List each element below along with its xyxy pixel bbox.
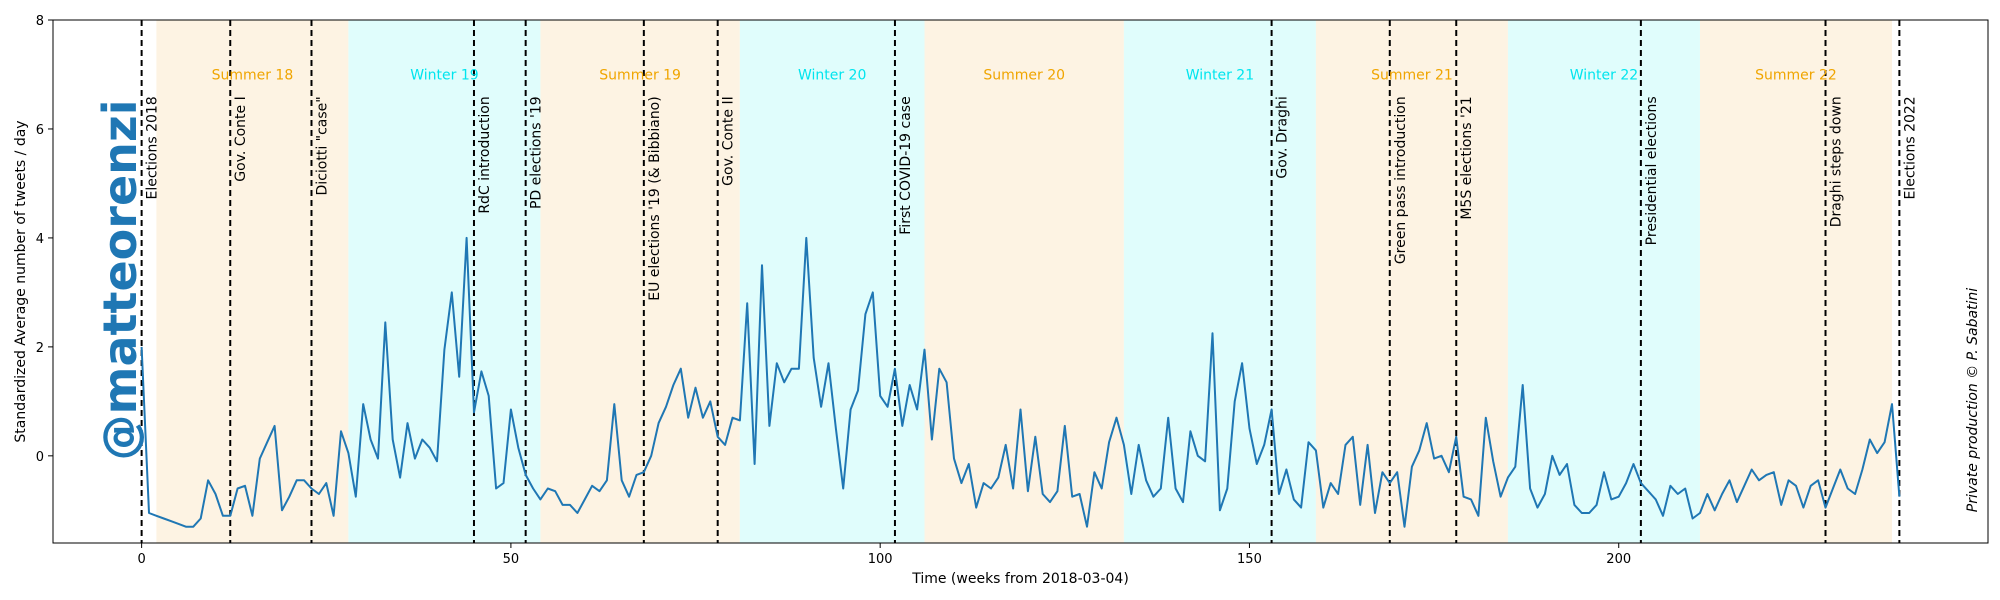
season-label: Winter 19 xyxy=(410,67,478,83)
season-band-6 xyxy=(1315,20,1508,543)
plot-frame xyxy=(52,19,1989,544)
event-label: Draghi steps down xyxy=(1829,96,1845,227)
event-label: Gov. Conte I xyxy=(233,96,249,181)
x-tick-label: 0 xyxy=(137,552,145,567)
event-label: PD elections '19 xyxy=(529,96,545,209)
x-axis-label: Time (weeks from 2018-03-04) xyxy=(911,571,1129,587)
season-label: Winter 22 xyxy=(1570,67,1638,83)
event-label: Gov. Draghi xyxy=(1275,96,1291,178)
series-lines xyxy=(140,236,1901,528)
watermark-handle: @matteorenzi xyxy=(93,100,147,461)
series-line-0 xyxy=(140,236,1901,528)
event-label: Presidential elections xyxy=(1644,96,1660,245)
event-label: Gov. Conte II xyxy=(721,96,737,186)
season-bands xyxy=(156,20,1892,543)
x-tick-label: 200 xyxy=(1606,552,1631,567)
event-label: EU elections '19 (& Bibbiano) xyxy=(647,96,663,301)
season-label: Summer 18 xyxy=(212,67,294,83)
y-axis-ticks: 0 2 4 6 8 xyxy=(36,14,53,465)
season-label: Summer 21 xyxy=(1371,67,1453,83)
y-tick-label: 6 xyxy=(36,123,44,138)
season-label: Winter 21 xyxy=(1186,67,1254,83)
season-band-3 xyxy=(739,20,925,543)
x-tick-label: 50 xyxy=(503,552,520,567)
season-label: Summer 22 xyxy=(1755,67,1837,83)
event-label: M5S elections '21 xyxy=(1459,96,1475,219)
x-axis-ticks: 0 50 100 150 200 xyxy=(137,543,1631,567)
x-tick-label: 100 xyxy=(868,552,893,567)
season-band-5 xyxy=(1123,20,1316,543)
event-labels: Elections 2018 Gov. Conte I Diciotti "case… xyxy=(145,96,1919,301)
y-tick-label: 8 xyxy=(36,14,44,29)
event-label: RdC introduction xyxy=(477,96,493,213)
y-tick-label: 2 xyxy=(36,341,44,356)
season-band-2 xyxy=(540,20,740,543)
season-band-1 xyxy=(348,20,541,543)
season-band-7 xyxy=(1507,20,1700,543)
event-label: Green pass introduction xyxy=(1393,96,1409,264)
credit-text: Private production © P. Sabatini xyxy=(1965,288,1981,512)
event-label: Diciotti "case" xyxy=(314,96,330,195)
season-label: Summer 19 xyxy=(599,67,681,83)
event-label: Elections 2022 xyxy=(1902,96,1918,199)
y-tick-label: 4 xyxy=(36,232,44,247)
y-axis-label: Standardized Average number of tweets / … xyxy=(13,120,29,442)
event-label: Elections 2018 xyxy=(145,96,161,199)
y-tick-label: 0 xyxy=(36,450,44,465)
season-label: Summer 20 xyxy=(983,67,1065,83)
x-tick-label: 150 xyxy=(1237,552,1262,567)
event-lines xyxy=(140,20,1901,543)
season-band-8 xyxy=(1699,20,1892,543)
season-band-0 xyxy=(156,20,349,543)
season-band-4 xyxy=(924,20,1124,543)
season-label: Winter 20 xyxy=(798,67,866,83)
event-label: First COVID-19 case xyxy=(898,96,914,234)
season-labels: Summer 18 Winter 19 Summer 19 Winter 20 Summ… xyxy=(212,67,1837,83)
